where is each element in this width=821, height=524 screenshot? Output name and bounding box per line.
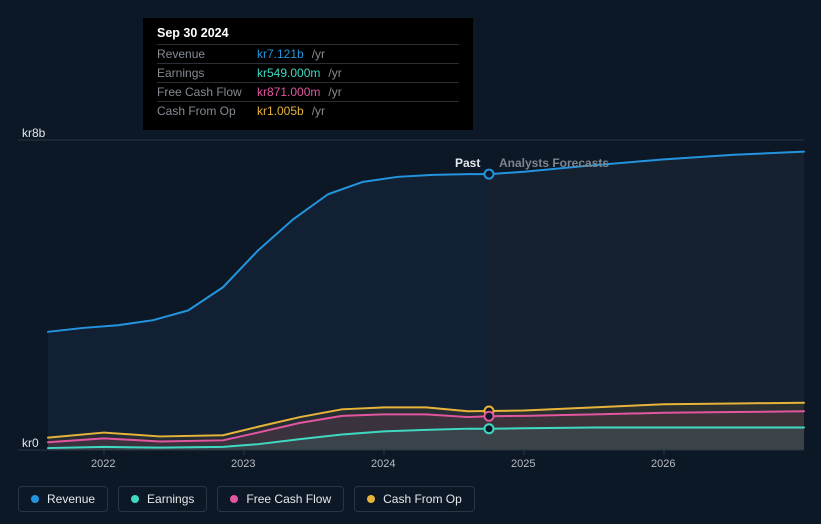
tooltip-unit: /yr [328, 66, 341, 80]
tooltip-row: Free Cash Flow kr871.000m/yr [157, 82, 459, 101]
tooltip-value: kr871.000m [257, 85, 320, 99]
x-axis-year: 2025 [511, 458, 535, 470]
tooltip-row: Cash From Op kr1.005b/yr [157, 101, 459, 120]
tooltip-label: Cash From Op [157, 104, 249, 118]
legend-dot-icon [367, 495, 375, 503]
tooltip-value: kr1.005b [257, 104, 304, 118]
tooltip-label: Free Cash Flow [157, 85, 249, 99]
chart-tooltip: Sep 30 2024 Revenue kr7.121b/yr Earnings kr… [143, 18, 473, 130]
tooltip-value: kr7.121b [257, 47, 304, 61]
legend-label: Revenue [47, 492, 95, 506]
legend-item-revenue[interactable]: Revenue [18, 486, 108, 512]
legend-item-free-cash-flow[interactable]: Free Cash Flow [217, 486, 344, 512]
tooltip-row: Revenue kr7.121b/yr [157, 44, 459, 63]
x-axis-year: 2024 [371, 458, 395, 470]
legend-label: Earnings [147, 492, 194, 506]
y-axis-label: kr8b [22, 126, 45, 140]
x-axis-year: 2026 [651, 458, 675, 470]
chart-legend: Revenue Earnings Free Cash Flow Cash From O… [18, 486, 475, 512]
legend-label: Cash From Op [383, 492, 462, 506]
tooltip-label: Earnings [157, 66, 249, 80]
tooltip-unit: /yr [312, 47, 325, 61]
tooltip-unit: /yr [328, 85, 341, 99]
region-label-forecast: Analysts Forecasts [499, 156, 609, 170]
tooltip-date: Sep 30 2024 [157, 26, 459, 44]
legend-dot-icon [230, 495, 238, 503]
x-axis-year: 2022 [91, 458, 115, 470]
legend-dot-icon [31, 495, 39, 503]
x-axis-year: 2023 [231, 458, 255, 470]
legend-item-cash-from-op[interactable]: Cash From Op [354, 486, 475, 512]
tooltip-row: Earnings kr549.000m/yr [157, 63, 459, 82]
tooltip-unit: /yr [312, 104, 325, 118]
region-label-past: Past [455, 156, 480, 170]
legend-label: Free Cash Flow [246, 492, 331, 506]
tooltip-value: kr549.000m [257, 66, 320, 80]
legend-dot-icon [131, 495, 139, 503]
tooltip-label: Revenue [157, 47, 249, 61]
legend-item-earnings[interactable]: Earnings [118, 486, 207, 512]
y-axis-label: kr0 [22, 436, 39, 450]
